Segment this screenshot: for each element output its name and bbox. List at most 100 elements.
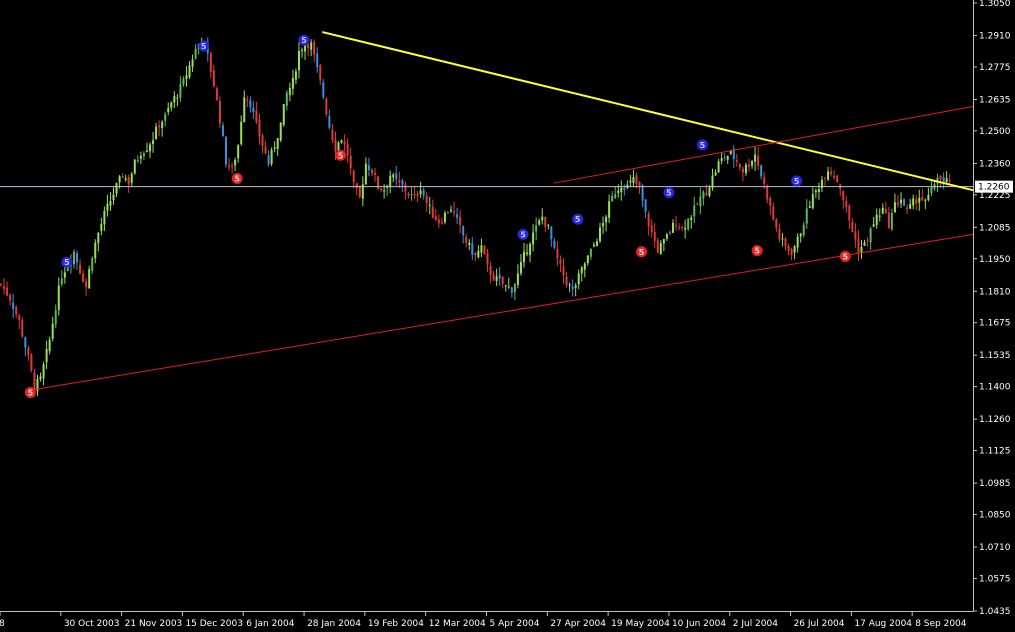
candle-body xyxy=(100,223,103,232)
candle-body xyxy=(547,224,550,226)
x-tick-label: 8 xyxy=(0,619,5,629)
candle-body xyxy=(334,139,337,152)
wave-marker-red xyxy=(751,245,763,257)
wave-marker-blue xyxy=(517,228,529,240)
candle-body xyxy=(723,157,726,159)
x-tick-label: 21 Nov 2003 xyxy=(125,619,183,629)
candle-body xyxy=(361,184,364,199)
wave-marker-label: 5 xyxy=(64,258,70,267)
candle-body xyxy=(398,180,401,183)
candle-body xyxy=(218,101,221,124)
candle-body xyxy=(836,175,839,183)
candle-body xyxy=(711,175,714,188)
wave-marker-label: 5 xyxy=(639,248,645,257)
y-tick-label: 1.2775 xyxy=(979,63,1011,73)
candle-body xyxy=(830,171,833,174)
candle-body xyxy=(881,207,884,214)
candle-body xyxy=(188,65,191,78)
candle-body xyxy=(328,116,331,128)
candle-body xyxy=(842,191,845,200)
x-tick-label: 12 Mar 2004 xyxy=(429,619,486,629)
candle-body xyxy=(793,246,796,253)
candle-body xyxy=(209,52,212,73)
candle-body xyxy=(243,97,246,123)
candle-body xyxy=(370,169,373,174)
candle-body xyxy=(313,42,316,55)
candle-body xyxy=(498,274,501,279)
candle-body xyxy=(155,126,158,139)
candle-body xyxy=(510,287,513,293)
candle-body xyxy=(501,276,504,285)
candle-body xyxy=(103,210,106,225)
candle-body xyxy=(185,75,188,80)
candle-body xyxy=(872,224,875,227)
candle-body xyxy=(617,190,620,194)
wave-marker-label: 5 xyxy=(338,151,344,160)
candle-body xyxy=(130,173,133,183)
candle-body xyxy=(541,216,544,221)
candle-body xyxy=(635,175,638,184)
candle-body xyxy=(659,243,662,255)
wave-marker-label: 5 xyxy=(754,247,760,256)
candle-body xyxy=(684,227,687,230)
candle-body xyxy=(118,176,121,183)
candle-body xyxy=(82,273,85,283)
candle-body xyxy=(246,99,249,101)
x-tick-label: 19 May 2004 xyxy=(611,619,670,629)
wave-marker-label: 5 xyxy=(301,36,307,45)
candle-body xyxy=(662,239,665,244)
candle-body xyxy=(735,160,738,162)
candle-body xyxy=(571,286,574,290)
y-tick-label: 1.1260 xyxy=(979,415,1011,425)
candle-body xyxy=(446,212,449,214)
y-tick-label: 1.2225 xyxy=(979,191,1011,201)
candle-body xyxy=(115,183,118,194)
candle-body xyxy=(690,217,693,221)
candle-body xyxy=(346,143,349,156)
candle-body xyxy=(866,240,869,242)
candle-body xyxy=(602,223,605,227)
candle-body xyxy=(407,193,410,196)
candle-body xyxy=(468,242,471,245)
candle-body xyxy=(769,198,772,206)
y-tick-label: 1.2635 xyxy=(979,95,1011,105)
candle-body xyxy=(252,107,255,112)
candle-body xyxy=(708,187,711,196)
candle-body xyxy=(173,96,176,103)
candle-body xyxy=(504,285,507,287)
current-price-tag-bg xyxy=(975,180,1013,193)
candle-body xyxy=(51,323,54,339)
candle-body xyxy=(811,194,814,209)
candle-body xyxy=(373,172,376,175)
candle-body xyxy=(0,284,2,286)
candle-body xyxy=(778,228,781,240)
candle-body xyxy=(808,206,811,208)
candle-body xyxy=(42,364,45,379)
candle-body xyxy=(896,202,899,205)
candle-body xyxy=(367,165,370,171)
current-price-label: 1.2260 xyxy=(978,183,1010,193)
candle-body xyxy=(620,187,623,193)
candle-body xyxy=(492,274,495,281)
candle-body xyxy=(66,265,69,271)
candle-body xyxy=(583,263,586,270)
candle-body xyxy=(918,197,921,203)
candle-body xyxy=(416,193,419,196)
candle-body xyxy=(389,175,392,188)
candle-body xyxy=(255,110,258,122)
candle-body xyxy=(349,155,352,169)
y-tick-label: 1.0710 xyxy=(979,543,1011,553)
candle-body xyxy=(906,207,909,210)
candle-body xyxy=(681,226,684,228)
candle-body xyxy=(565,276,568,286)
candle-body xyxy=(693,205,696,217)
candle-body xyxy=(863,242,866,246)
wave-marker-blue xyxy=(298,34,310,46)
y-tick-label: 1.2085 xyxy=(979,223,1011,233)
wave-marker-blue xyxy=(198,40,210,52)
candle-body xyxy=(170,102,173,108)
candle-body xyxy=(33,372,36,391)
candle-body xyxy=(519,261,522,274)
